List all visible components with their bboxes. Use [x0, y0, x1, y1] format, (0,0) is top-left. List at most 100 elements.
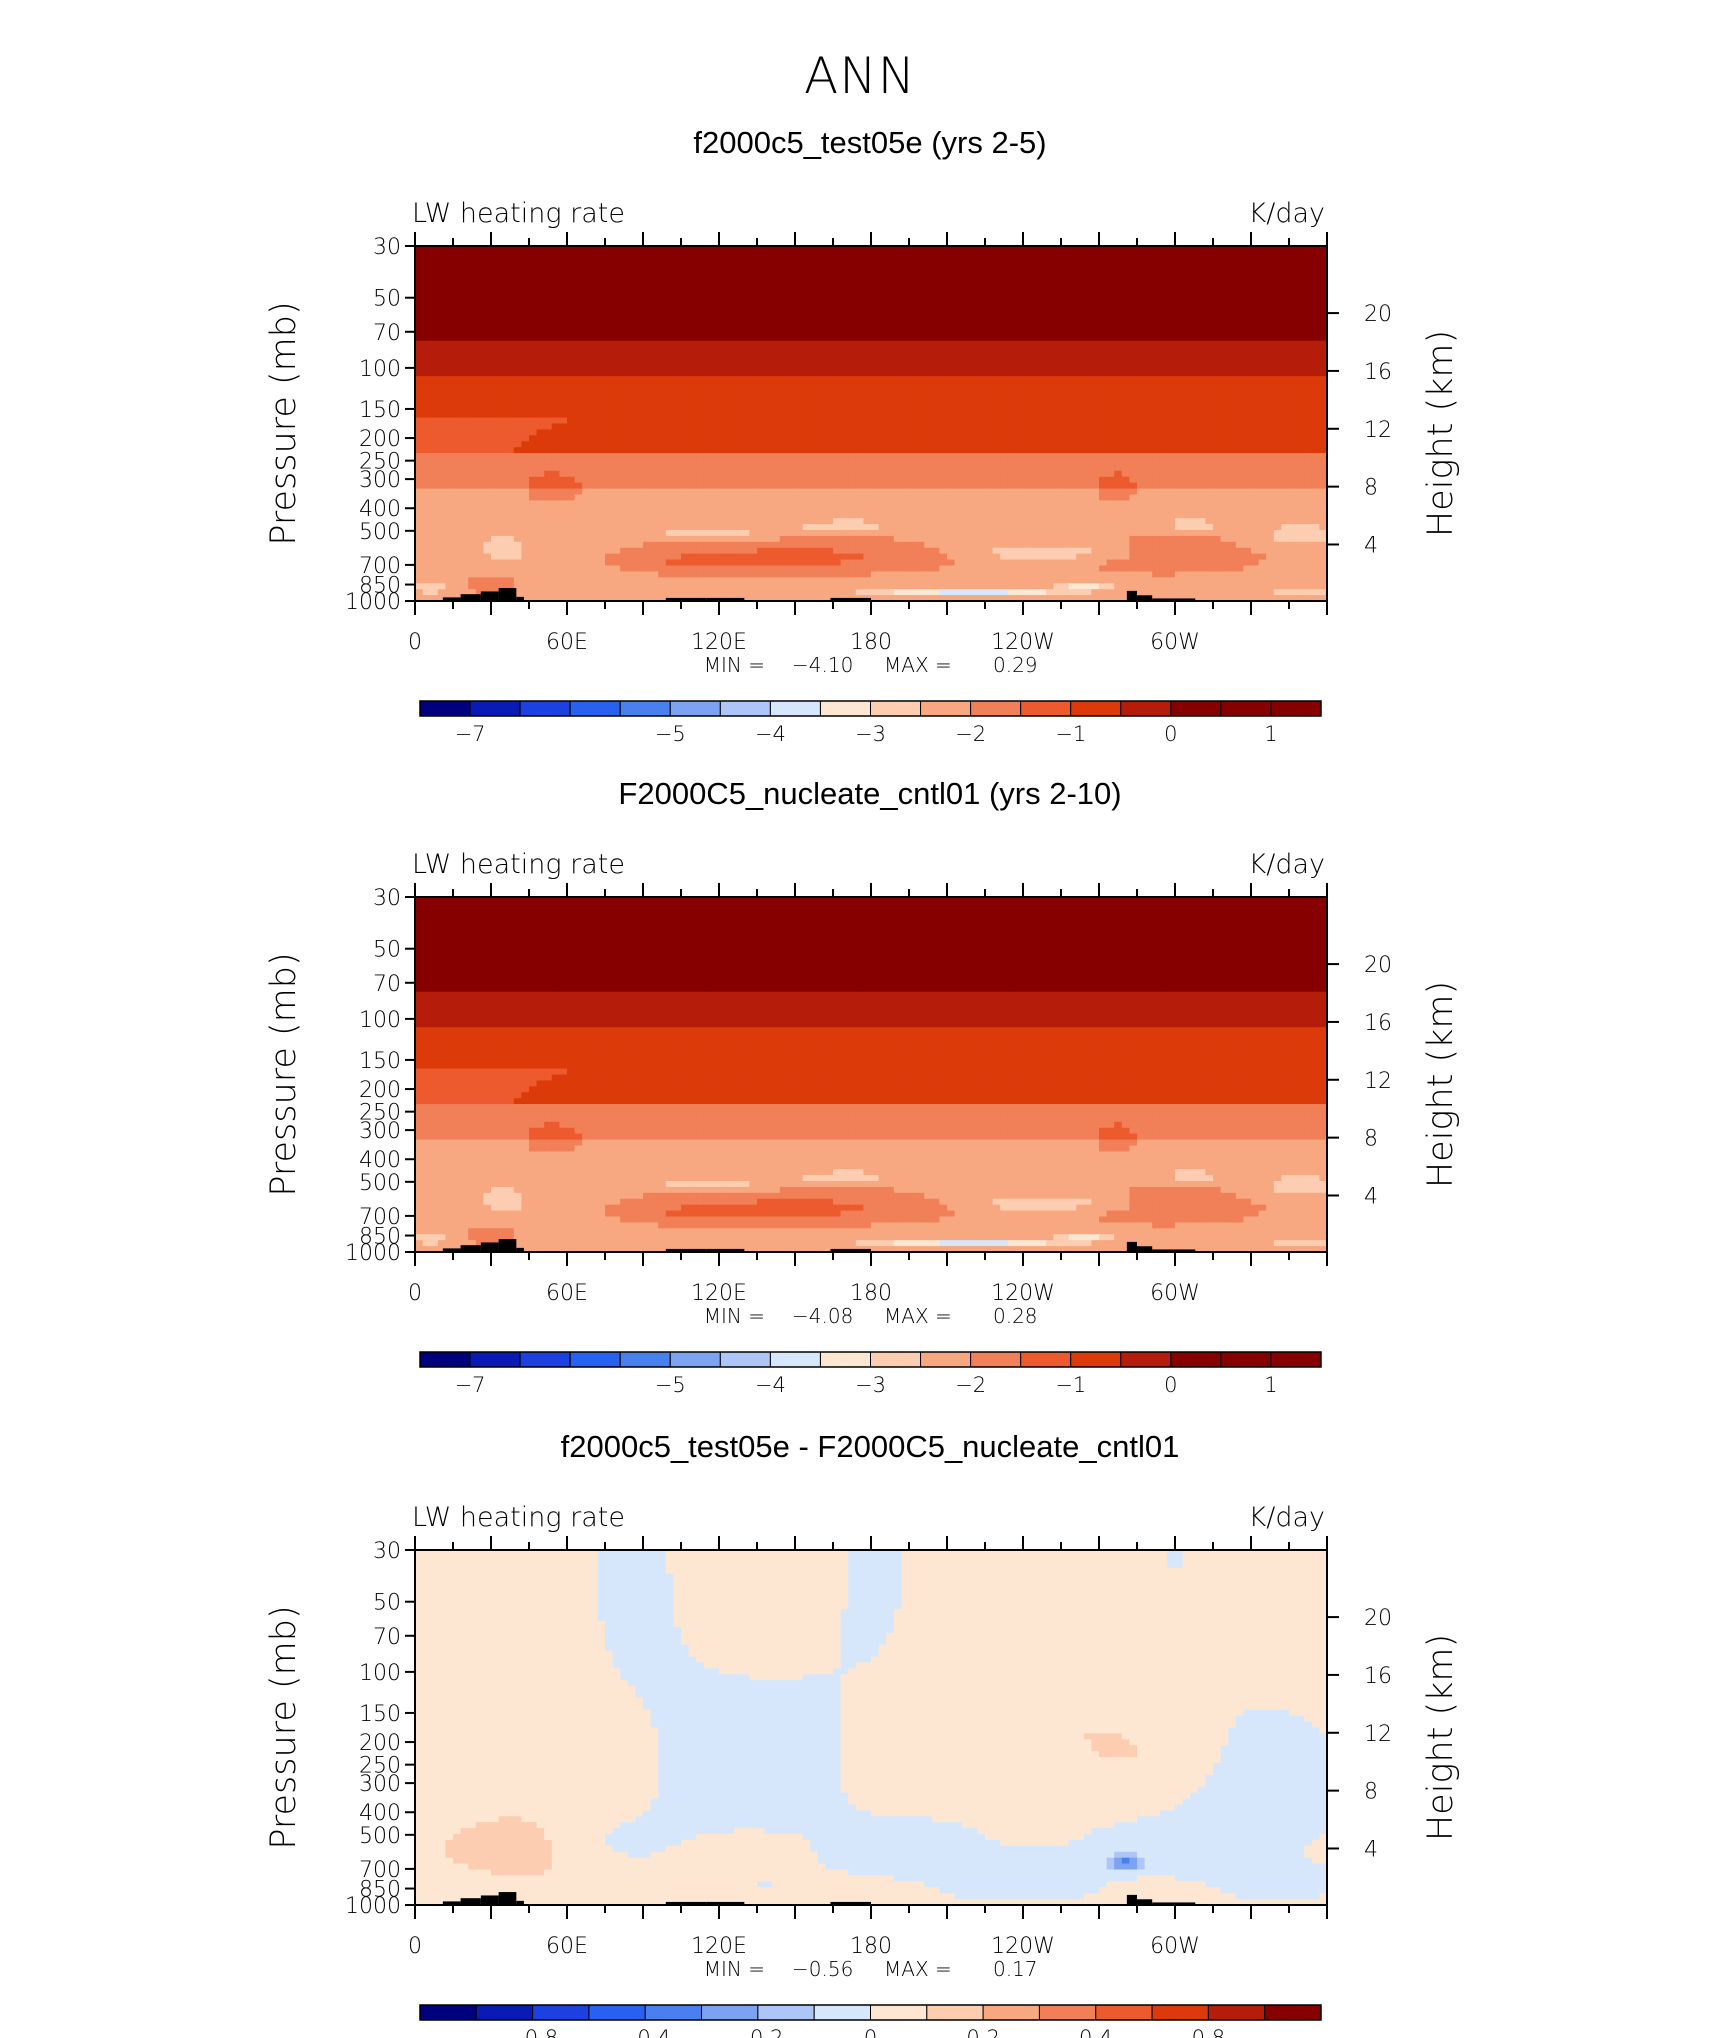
field-cell — [1000, 464, 1009, 472]
field-cell — [529, 488, 538, 496]
field-cell — [574, 382, 583, 389]
field-cell — [521, 441, 530, 448]
field-cell — [1000, 352, 1009, 360]
field-cell — [422, 299, 431, 306]
field-cell — [665, 464, 674, 472]
field-cell — [589, 429, 598, 436]
field-cell — [802, 399, 811, 407]
field-cell — [1243, 464, 1252, 472]
field-cell — [551, 322, 560, 330]
field-cell — [795, 376, 804, 383]
field-cell — [977, 334, 986, 342]
field-cell — [734, 453, 743, 460]
field-cell — [848, 293, 857, 300]
field-cell — [711, 334, 720, 342]
field-cell — [977, 399, 986, 407]
field-cell — [1076, 246, 1085, 253]
field-cell — [969, 275, 978, 283]
field-cell — [939, 340, 948, 348]
field-cell — [840, 459, 849, 466]
field-cell — [605, 453, 614, 460]
field-cell — [1197, 447, 1206, 454]
field-cell — [665, 281, 674, 289]
field-cell — [536, 358, 545, 365]
field-cell — [1106, 334, 1115, 342]
field-cell — [787, 435, 796, 442]
field-cell — [1251, 364, 1260, 371]
field-cell — [445, 311, 454, 318]
field-cell — [855, 376, 864, 383]
field-cell — [741, 441, 750, 448]
field-cell — [1175, 334, 1184, 342]
field-cell — [1289, 299, 1298, 306]
field-cell — [1159, 358, 1168, 365]
field-cell — [1220, 287, 1229, 294]
field-cell — [1289, 393, 1298, 401]
field-cell — [498, 376, 507, 383]
field-cell — [893, 317, 902, 324]
field-cell — [665, 317, 674, 324]
field-cell — [939, 281, 948, 289]
field-cell — [1319, 246, 1328, 253]
field-cell — [544, 429, 553, 436]
field-cell — [1137, 328, 1146, 336]
field-cell — [924, 311, 933, 318]
field-cell — [855, 269, 864, 277]
field-cell — [1045, 246, 1054, 253]
field-cell — [977, 246, 986, 253]
field-cell — [863, 447, 872, 454]
field-cell — [734, 263, 743, 271]
field-cell — [810, 388, 819, 395]
field-cell — [734, 435, 743, 442]
field-cell — [688, 488, 697, 496]
field-cell — [924, 370, 933, 377]
field-cell — [1235, 476, 1244, 484]
field-cell — [1068, 435, 1077, 442]
field-cell — [643, 470, 652, 478]
field-cell — [491, 281, 500, 289]
field-cell — [460, 334, 469, 342]
field-cell — [589, 246, 598, 253]
field-cell — [787, 305, 796, 312]
field-cell — [764, 287, 773, 294]
field-cell — [947, 328, 956, 336]
field-cell — [1251, 376, 1260, 383]
field-cell — [445, 482, 454, 490]
field-cell — [1289, 251, 1298, 259]
field-cell — [962, 470, 971, 478]
field-cell — [506, 364, 515, 371]
field-cell — [1106, 441, 1115, 448]
field-cell — [529, 405, 538, 413]
field-cell — [1000, 322, 1009, 330]
field-cell — [1144, 340, 1153, 348]
field-cell — [536, 488, 545, 496]
field-cell — [491, 299, 500, 306]
field-cell — [855, 311, 864, 318]
field-cell — [1304, 322, 1313, 330]
field-cell — [460, 476, 469, 484]
field-cell — [726, 470, 735, 478]
field-cell — [635, 453, 644, 460]
field-cell — [779, 311, 788, 318]
field-cell — [521, 476, 530, 484]
field-cell — [863, 470, 872, 478]
field-cell — [681, 411, 690, 419]
field-cell — [711, 322, 720, 330]
field-cell — [1137, 311, 1146, 318]
field-cell — [1205, 287, 1214, 294]
field-cell — [513, 488, 522, 496]
field-cell — [1319, 269, 1328, 277]
field-cell — [871, 429, 880, 436]
field-cell — [931, 417, 940, 425]
field-cell — [916, 447, 925, 454]
field-cell — [772, 453, 781, 460]
field-cell — [916, 358, 925, 365]
field-cell — [635, 423, 644, 431]
field-cell — [916, 334, 925, 342]
field-cell — [969, 364, 978, 371]
field-cell — [1266, 263, 1275, 271]
field-cell — [1175, 257, 1184, 265]
field-cell — [977, 464, 986, 472]
field-cell — [582, 376, 591, 383]
field-cell — [962, 246, 971, 253]
